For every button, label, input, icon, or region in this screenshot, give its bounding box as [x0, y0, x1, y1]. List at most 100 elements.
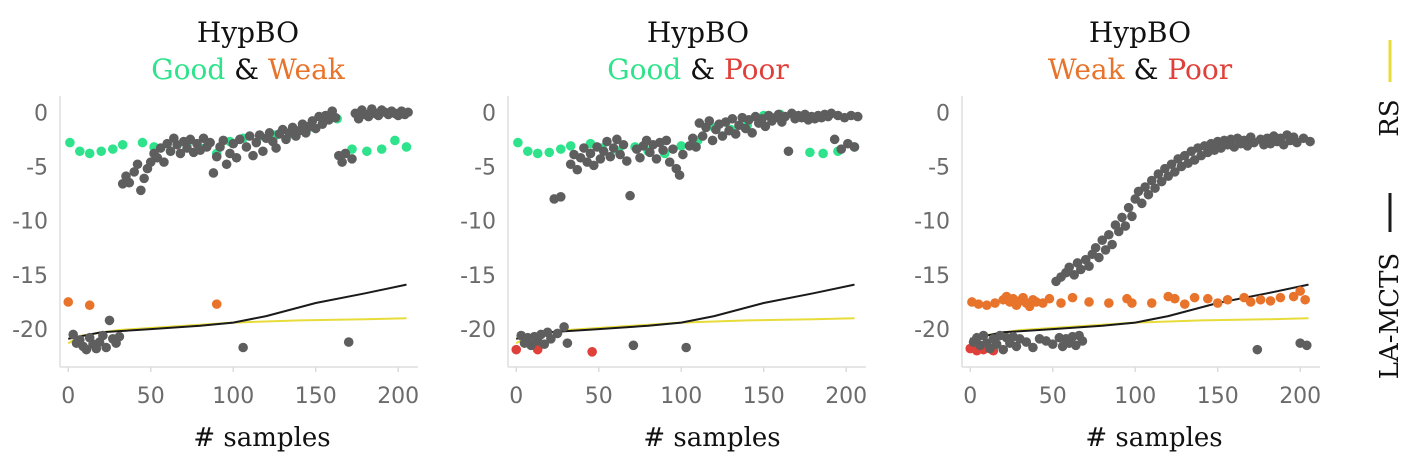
point-hypbo — [1075, 264, 1086, 275]
hypothesis-poor-points — [511, 344, 597, 357]
point-weak — [1104, 298, 1114, 308]
x-tick-label: 50 — [137, 384, 165, 409]
point-hypbo — [1090, 242, 1101, 253]
point-weak — [1222, 294, 1233, 305]
point-hypbo — [248, 150, 258, 161]
point-hypbo — [1104, 229, 1114, 240]
hypbo-points — [68, 104, 413, 355]
lamcts-line — [970, 283, 1309, 340]
point-hypbo — [1047, 339, 1058, 350]
subtitle-part-2: Weak — [268, 53, 346, 86]
point-weak — [1127, 298, 1137, 308]
point-hypbo — [602, 136, 612, 147]
y-tick-label: -10 — [460, 210, 496, 235]
point-hypbo — [658, 145, 668, 155]
point-hypbo — [244, 131, 255, 141]
x-tick-label: 0 — [963, 384, 977, 409]
point-hypbo — [114, 331, 125, 342]
point-hypbo — [1094, 252, 1104, 263]
point-hypbo — [687, 133, 698, 144]
point-hypbo — [1305, 136, 1315, 147]
hypbo-points — [516, 108, 863, 353]
point-weak — [1255, 294, 1266, 305]
point-weak — [973, 299, 984, 309]
point-hypbo — [598, 146, 609, 157]
point-hypbo — [621, 156, 632, 166]
point-weak — [211, 299, 222, 309]
point-hypbo — [343, 337, 354, 347]
point-hypbo — [645, 147, 655, 158]
x-axis-label: # samples — [643, 423, 780, 453]
y-tick-label: -15 — [460, 264, 496, 289]
x-tick-label: 100 — [212, 384, 254, 409]
point-hypbo — [271, 143, 281, 153]
point-hypbo — [674, 170, 685, 180]
point-hypbo — [81, 344, 92, 355]
point-hypbo — [562, 338, 573, 348]
point-good — [555, 144, 566, 154]
point-hypbo — [552, 328, 563, 339]
point-hypbo — [704, 116, 715, 126]
point-hypbo — [104, 315, 115, 326]
point-hypbo — [978, 330, 989, 341]
point-hypbo — [678, 149, 688, 160]
hypothesis-weak-points — [967, 286, 1310, 312]
point-hypbo — [1100, 245, 1111, 255]
point-hypbo — [241, 142, 252, 152]
x-axis-label: # samples — [1085, 423, 1222, 453]
point-good — [818, 148, 828, 159]
y-tick-label: -15 — [914, 264, 950, 289]
point-weak — [1146, 298, 1157, 308]
point-good — [544, 147, 555, 158]
point-hypbo — [159, 157, 169, 167]
point-hypbo — [747, 128, 757, 138]
legend-rs-label: RS — [1375, 99, 1405, 136]
point-hypbo — [1143, 189, 1154, 200]
point-hypbo — [612, 134, 622, 145]
point-hypbo — [1084, 261, 1094, 271]
x-tick-label: 200 — [825, 384, 867, 409]
point-hypbo — [68, 329, 78, 340]
point-hypbo — [208, 168, 219, 178]
point-weak — [1170, 293, 1180, 304]
chart-title: HypBO — [647, 16, 749, 49]
charts-container: HypBO Good & Weak 0 -5 -10 -15 -20 0 50 100 150 200… — [12, 16, 1321, 453]
point-hypbo — [1069, 270, 1079, 280]
point-hypbo — [849, 142, 860, 152]
point-hypbo — [1140, 182, 1150, 192]
point-weak — [1056, 298, 1066, 308]
point-hypbo — [1252, 344, 1263, 355]
subtitle-part-1: & — [225, 53, 268, 86]
point-hypbo — [251, 137, 262, 148]
point-weak — [1044, 293, 1055, 304]
chart-panel-2: HypBO Good & Poor 0 -5 -10 -15 -20 0 50 100 150 200… — [460, 16, 867, 453]
point-hypbo — [124, 177, 135, 188]
point-poor — [587, 347, 597, 357]
point-hypbo — [605, 151, 616, 162]
point-good — [532, 148, 543, 159]
x-axis-label: # samples — [193, 423, 330, 453]
point-hypbo — [559, 322, 569, 332]
point-hypbo — [330, 112, 341, 123]
point-weak — [1288, 291, 1299, 302]
point-good — [96, 146, 107, 157]
hypbo-points — [968, 130, 1315, 355]
point-hypbo — [783, 146, 794, 157]
y-tick-label: -5 — [474, 155, 496, 180]
chart-panel-3: HypBO Weak & Poor 0 -5 -10 -15 -20 0 50 100 150 200… — [914, 16, 1321, 453]
x-tick-label: 50 — [585, 384, 613, 409]
point-weak — [1212, 298, 1223, 308]
point-weak — [1203, 293, 1213, 304]
point-good — [401, 142, 412, 152]
point-good — [362, 146, 372, 157]
y-tick-label: -5 — [928, 155, 950, 180]
point-hypbo — [565, 159, 576, 170]
point-hypbo — [1077, 336, 1088, 346]
point-weak — [63, 297, 74, 307]
point-hypbo — [139, 173, 149, 184]
point-weak — [1179, 299, 1190, 309]
point-weak — [1265, 296, 1276, 306]
point-hypbo — [717, 131, 728, 141]
point-hypbo — [1120, 221, 1131, 231]
